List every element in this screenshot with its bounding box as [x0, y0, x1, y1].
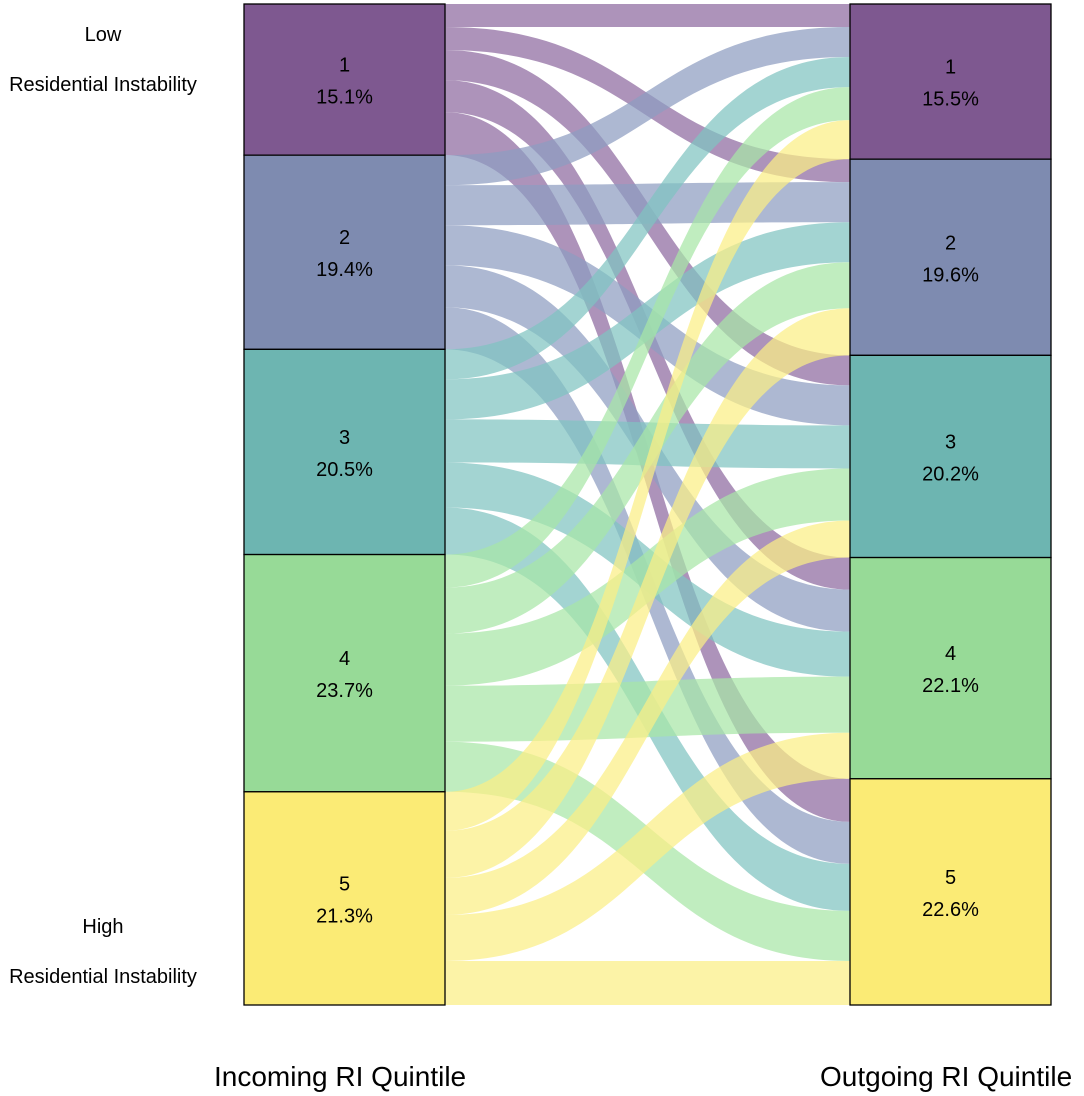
flow-4-to-2 — [445, 262, 850, 634]
outgoing-node-5-name: 5 — [945, 867, 956, 889]
flow-5-to-3 — [445, 520, 850, 915]
incoming-node-2 — [243, 154, 446, 350]
flow-2-to-1 — [445, 27, 850, 186]
incoming-node-2-name: 2 — [339, 227, 350, 249]
incoming-node-5 — [243, 791, 446, 1006]
outgoing-node-3-percent: 20.2% — [922, 463, 979, 485]
flows-group — [445, 4, 850, 1005]
outgoing-node-5-percent: 22.6% — [922, 899, 979, 921]
incoming-node-1-name: 1 — [339, 55, 350, 77]
incoming-node-4-name: 4 — [339, 648, 350, 670]
flow-5-to-1 — [445, 120, 850, 831]
outgoing-node-1-name: 1 — [945, 57, 956, 79]
flow-5-to-2 — [445, 308, 850, 878]
outgoing-node-2-percent: 19.6% — [922, 264, 979, 286]
outgoing-node-2 — [849, 158, 1052, 357]
high-label: High — [82, 916, 124, 938]
flow-5-to-4 — [445, 732, 850, 961]
incoming-node-1-percent: 15.1% — [316, 87, 373, 109]
outgoing-node-3-name: 3 — [945, 431, 956, 453]
outgoing-node-2-name: 2 — [945, 232, 956, 254]
high-instability-label: Residential Instability — [9, 966, 197, 988]
low-instability-label: Residential Instability — [9, 74, 197, 96]
outgoing-node-1 — [849, 3, 1052, 160]
outgoing-node-3 — [849, 354, 1052, 559]
incoming-axis-label: Incoming RI Quintile — [214, 1061, 467, 1092]
flow-4-to-1 — [445, 87, 850, 588]
outgoing-node-4-name: 4 — [945, 643, 956, 665]
outgoing-axis-label: Outgoing RI Quintile — [820, 1061, 1073, 1092]
flow-1-to-1 — [445, 4, 850, 28]
incoming-node-3-name: 3 — [339, 427, 350, 449]
nodes-group: 1 15.1% 2 19.4% 3 20.5% 4 23.7% 5 21.3% 1 15.5% 2 19.… — [243, 3, 1052, 1006]
outgoing-node-5 — [849, 778, 1052, 1006]
incoming-node-3-percent: 20.5% — [316, 459, 373, 481]
incoming-node-1 — [243, 3, 446, 156]
incoming-node-4-percent: 23.7% — [316, 680, 373, 702]
incoming-node-2-percent: 19.4% — [316, 259, 373, 281]
outgoing-node-4 — [849, 556, 1052, 780]
incoming-node-5-name: 5 — [339, 873, 350, 895]
incoming-node-3 — [243, 348, 446, 556]
incoming-node-4 — [243, 553, 446, 793]
outgoing-node-1-percent: 15.5% — [922, 89, 979, 111]
outgoing-node-4-percent: 22.1% — [922, 675, 979, 697]
incoming-node-5-percent: 21.3% — [316, 905, 373, 927]
flow-3-to-1 — [445, 57, 850, 380]
flow-5-to-5 — [445, 960, 850, 1005]
low-label: Low — [84, 24, 122, 46]
